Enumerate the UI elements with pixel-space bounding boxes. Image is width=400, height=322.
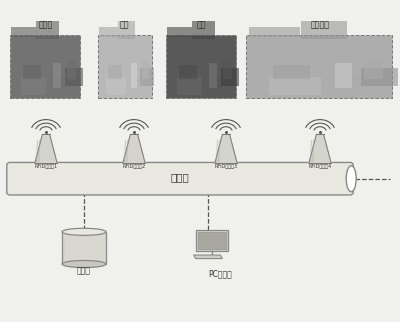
Polygon shape: [196, 230, 228, 251]
Bar: [142, 60, 149, 79]
Bar: [118, 21, 136, 39]
Bar: [335, 76, 363, 90]
Bar: [221, 68, 239, 86]
Ellipse shape: [346, 166, 356, 192]
Bar: [179, 65, 197, 79]
Bar: [10, 35, 80, 98]
Text: RFID读写器4: RFID读写器4: [308, 164, 332, 169]
Bar: [249, 27, 300, 37]
Bar: [52, 63, 61, 88]
Bar: [131, 63, 137, 88]
Text: 医疗器械: 医疗器械: [310, 20, 330, 29]
Ellipse shape: [62, 228, 106, 235]
Bar: [246, 35, 392, 98]
Bar: [222, 60, 232, 79]
Bar: [209, 76, 222, 90]
Text: 手术包: 手术包: [39, 20, 53, 29]
Bar: [98, 35, 152, 98]
FancyBboxPatch shape: [7, 162, 353, 195]
Bar: [166, 35, 236, 98]
Polygon shape: [198, 232, 226, 249]
Bar: [106, 77, 126, 95]
Bar: [53, 76, 66, 90]
Polygon shape: [123, 135, 145, 164]
Text: RFID读写器1: RFID读写器1: [34, 164, 58, 169]
Polygon shape: [309, 135, 331, 164]
Bar: [273, 65, 310, 79]
Bar: [361, 68, 398, 86]
Bar: [269, 77, 321, 95]
Text: RFID读写器2: RFID读写器2: [122, 164, 146, 169]
Bar: [177, 77, 202, 95]
Bar: [36, 21, 58, 39]
Bar: [192, 21, 214, 39]
Text: 医生: 医生: [120, 20, 130, 29]
Text: 局域网: 局域网: [171, 172, 189, 183]
Polygon shape: [215, 135, 237, 164]
Polygon shape: [62, 232, 106, 264]
Bar: [140, 68, 154, 86]
Bar: [21, 77, 46, 95]
Text: PC服务器: PC服务器: [208, 269, 232, 278]
Bar: [65, 68, 83, 86]
Bar: [66, 60, 76, 79]
Polygon shape: [35, 135, 57, 164]
Text: 数据库: 数据库: [77, 266, 91, 275]
Bar: [301, 21, 347, 39]
Bar: [364, 60, 383, 79]
Bar: [335, 63, 352, 88]
Bar: [23, 65, 41, 79]
Bar: [12, 27, 36, 37]
Text: 患者: 患者: [196, 20, 206, 29]
Bar: [108, 65, 122, 79]
Bar: [99, 27, 118, 37]
Ellipse shape: [62, 260, 106, 268]
Bar: [131, 76, 141, 90]
Polygon shape: [194, 255, 222, 259]
Bar: [168, 27, 192, 37]
Text: RFID读写器3: RFID读写器3: [214, 164, 238, 169]
Bar: [208, 63, 217, 88]
